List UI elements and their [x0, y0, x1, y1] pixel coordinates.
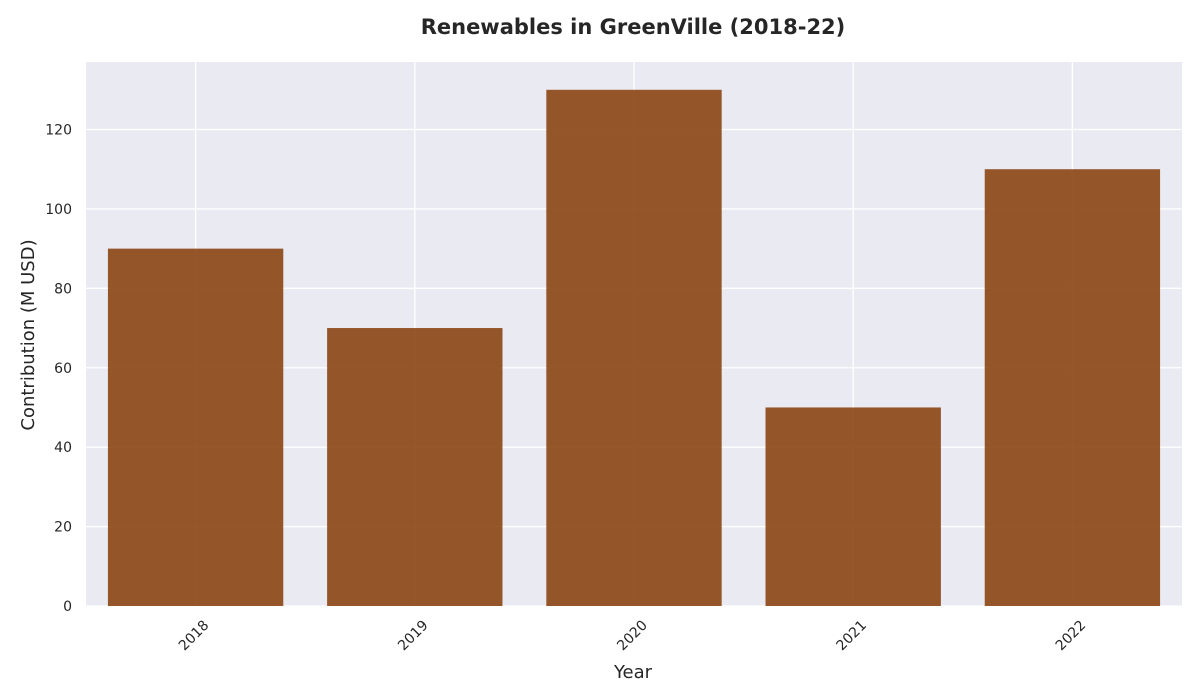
- y-tick-label: 80: [54, 281, 72, 297]
- x-tick-label: 2021: [834, 618, 871, 655]
- y-tick-label: 100: [45, 202, 72, 218]
- x-tick-label: 2019: [395, 618, 432, 655]
- bar-2020: [546, 89, 722, 606]
- bar-2019: [327, 328, 503, 606]
- y-tick-label: 0: [63, 599, 72, 615]
- x-axis-label: Year: [613, 662, 653, 683]
- y-tick-label: 60: [54, 361, 72, 377]
- y-tick-label: 120: [45, 123, 72, 139]
- chart-title: Renewables in GreenVille (2018-22): [421, 15, 846, 39]
- bar-2018: [107, 248, 284, 606]
- x-axis-ticks: 2018 2019 2020 2021 2022: [176, 618, 1089, 655]
- bars: [107, 89, 1161, 607]
- x-tick-label: 2018: [176, 618, 213, 655]
- y-tick-label: 20: [54, 520, 72, 536]
- bar-2021: [765, 407, 941, 606]
- x-tick-label: 2020: [614, 618, 651, 655]
- y-tick-label: 40: [54, 440, 72, 456]
- x-tick-label: 2022: [1053, 618, 1090, 655]
- bar-2022: [984, 169, 1161, 607]
- y-axis-label: Contribution (M USD): [18, 239, 39, 430]
- y-axis-ticks: 0 20 40 60 80 100 120: [45, 123, 72, 615]
